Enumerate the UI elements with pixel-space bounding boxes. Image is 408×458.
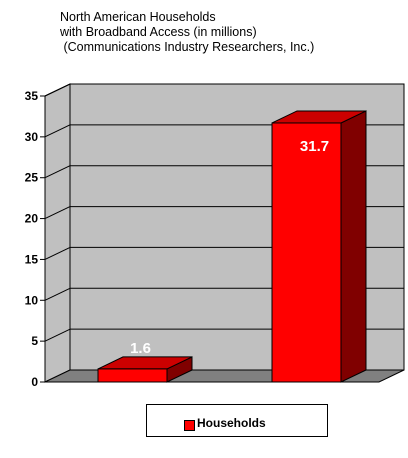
bar-2003: 31.7 [271, 110, 367, 383]
gridline-side [44, 124, 71, 138]
gridline-side [44, 206, 71, 220]
gridline-side [44, 83, 71, 97]
chart-title-line-1: North American Households [60, 10, 216, 24]
bar-front [97, 368, 168, 383]
data-label: 31.7 [300, 138, 329, 155]
x-tick-label: 2003 [287, 398, 325, 400]
chart-title-line-3: (Communications Industry Researchers, In… [60, 40, 315, 54]
legend-swatch-households [184, 420, 195, 431]
gridline-side [44, 165, 71, 179]
y-tick-label: 0 [31, 375, 38, 389]
y-tick-label: 20 [25, 212, 39, 226]
x-axis-labels: 1999 2003 [115, 398, 325, 400]
legend-label-households: Households [197, 416, 266, 430]
y-tick-label: 10 [25, 293, 39, 307]
bars: 1.6 31.7 [97, 110, 367, 383]
y-tick-label: 5 [31, 334, 38, 348]
y-tick-label: 15 [25, 252, 39, 266]
data-label: 1.6 [130, 340, 151, 357]
chart-title: North American Households with Broadband… [60, 10, 400, 55]
y-tick-label: 30 [25, 130, 39, 144]
y-tick-label: 35 [25, 89, 39, 103]
y-axis: 0 5 10 15 20 25 30 35 [25, 89, 45, 389]
gridline-side [44, 246, 71, 260]
chart-title-line-2: with Broadband Access (in millions) [60, 25, 257, 39]
bar-front [271, 122, 342, 383]
bar-chart: 0 5 10 15 20 25 30 35 1.6 31.7 1999 2003 [25, 83, 405, 400]
x-tick-label: 1999 [115, 398, 153, 400]
bar-side [340, 110, 367, 383]
gridline-side [44, 287, 71, 301]
y-tick-label: 25 [25, 171, 39, 185]
bar-1999: 1.6 [97, 340, 193, 383]
side-wall [44, 83, 71, 383]
gridline-side [44, 328, 71, 342]
legend: Households [146, 404, 328, 437]
